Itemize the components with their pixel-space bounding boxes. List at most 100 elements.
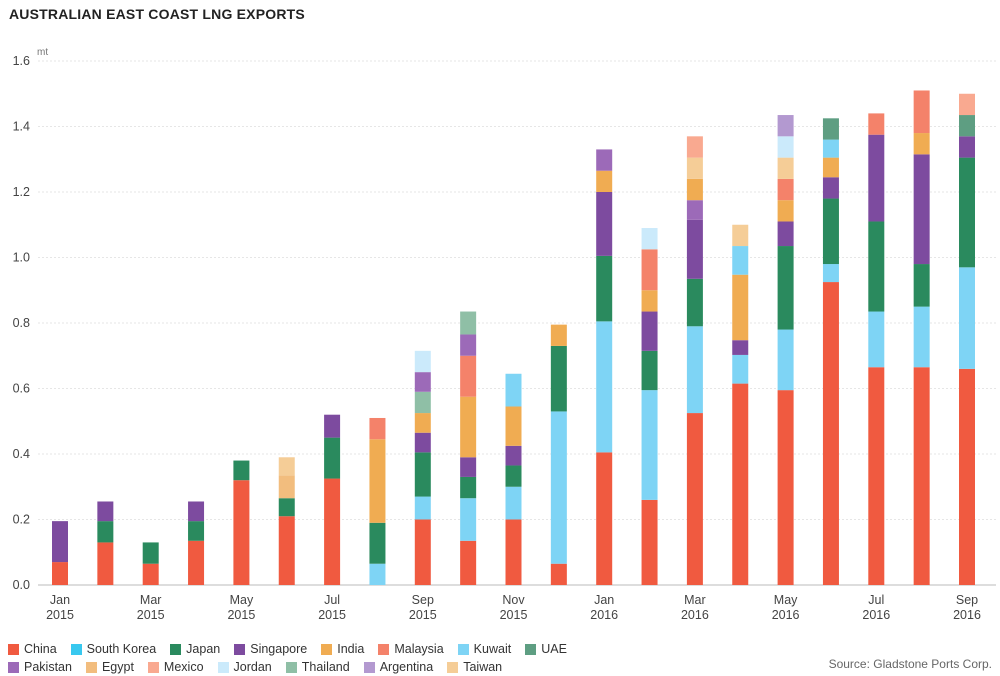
legend-swatch: [8, 643, 19, 655]
bar-segment-singapore: [641, 311, 658, 351]
bar-segment-singapore: [868, 134, 885, 222]
legend-item: Malaysia: [378, 642, 444, 656]
bar-segment-singapore: [913, 154, 930, 265]
x-tick-label: Jan: [594, 593, 614, 607]
bar-segment-japan: [959, 157, 975, 268]
x-tick-label: 2015: [409, 608, 437, 622]
legend-swatch: [70, 643, 82, 655]
bar-segment-uae: [822, 118, 839, 140]
legend-label: Taiwan: [463, 660, 503, 674]
legend-swatch: [85, 661, 97, 673]
legend-label: Thailand: [301, 660, 350, 674]
bar-segment-kuwait: [414, 496, 431, 520]
legend-swatch: [8, 661, 19, 673]
bar-segment-pakistan: [414, 372, 431, 392]
bar-segment-kuwait: [550, 411, 567, 564]
x-tick-label: 2015: [227, 608, 255, 622]
y-unit-label: mt: [37, 47, 48, 58]
bar-segment-singapore: [97, 501, 114, 522]
legend-label: Japan: [186, 642, 221, 656]
bar-segment-jordan: [414, 350, 431, 373]
x-tick-label: 2015: [137, 608, 165, 622]
bar-segment-kuwait: [868, 311, 885, 368]
bar-segment-malaysia: [369, 417, 386, 440]
x-tick-label: 2016: [953, 608, 981, 622]
legend-item: South Korea: [70, 642, 156, 656]
legend-item: Jordan: [217, 660, 272, 674]
bar-segment-kuwait: [460, 498, 477, 541]
bar-segment-japan: [686, 278, 703, 327]
bar-segment-india: [596, 170, 613, 192]
x-tick-label: Sep: [412, 593, 434, 607]
y-tick-label: 1.4: [13, 120, 30, 134]
bar-segment-japan: [233, 460, 250, 481]
bar-segment-japan: [596, 255, 613, 322]
x-tick-label: Mar: [140, 593, 162, 607]
bar-segment-china: [52, 562, 68, 585]
legend-item: Mexico: [147, 660, 204, 674]
bar-segment-singapore: [686, 219, 703, 279]
x-tick-label: Jul: [868, 593, 884, 607]
legend-row: Pakistan Egypt Mexico Jordan Thailand Argenti…: [8, 658, 728, 676]
x-tick-label: 2015: [318, 608, 346, 622]
bar-segment-japan: [188, 521, 205, 541]
bar-segment-singapore: [732, 340, 749, 355]
bar-segment-malaysia: [868, 113, 885, 135]
bar-segment-japan: [97, 521, 114, 543]
bar-segment-china: [414, 519, 431, 585]
bar-segment-japan: [777, 246, 794, 330]
bar-segment-india: [550, 324, 567, 346]
bar-segment-kuwait: [369, 563, 386, 585]
x-tick-label: 2016: [772, 608, 800, 622]
bar-segment-pakistan: [686, 200, 703, 220]
bar-segment-india: [732, 274, 749, 341]
bar-segment-kuwait: [596, 321, 613, 453]
legend-item: Egypt: [85, 660, 134, 674]
bar-segment-egypt: [278, 475, 295, 499]
x-tick-label: Nov: [502, 593, 525, 607]
bar-segment-india: [686, 178, 703, 201]
legend-swatch: [234, 643, 246, 655]
bar-segment-india: [369, 439, 386, 523]
legend-swatch: [147, 661, 159, 673]
bar-segment-india: [414, 413, 431, 433]
bar-segment-taiwan: [732, 224, 749, 247]
bar-segment-kuwait: [959, 267, 975, 369]
bar-segment-china: [550, 563, 567, 585]
bar-segment-kuwait: [913, 306, 930, 368]
legend-swatch: [321, 643, 333, 655]
bar-segment-singapore: [414, 432, 431, 453]
x-tick-label: May: [774, 593, 798, 607]
legend-label: Argentina: [379, 660, 434, 674]
bar-segment-china: [686, 413, 703, 585]
bar-segment-china: [188, 540, 205, 585]
legend-label: China: [24, 642, 57, 656]
y-tick-label: 1.0: [13, 251, 30, 265]
bar-segment-japan: [868, 221, 885, 312]
chart-title: AUSTRALIAN EAST COAST LNG EXPORTS: [9, 6, 305, 22]
legend-label: India: [337, 642, 365, 656]
bar-segment-taiwan: [278, 457, 295, 476]
legend-label: Egypt: [101, 660, 134, 674]
legend-item: Singapore: [234, 642, 307, 656]
x-tick-label: Jul: [324, 593, 340, 607]
bar-segment-singapore: [52, 521, 68, 563]
chart-area: 0.00.20.40.60.81.01.21.41.6mtJan2015Mar2…: [13, 47, 996, 622]
bar-segment-mexico: [686, 136, 703, 158]
legend-item: Thailand: [285, 660, 350, 674]
bar-segment-singapore: [188, 501, 205, 522]
bar-segment-kuwait: [732, 246, 749, 275]
legend-label: Malaysia: [394, 642, 444, 656]
y-tick-label: 0.4: [13, 447, 30, 461]
y-tick-label: 0.0: [13, 578, 30, 592]
bar-segment-china: [777, 390, 794, 585]
bar-segment-china: [822, 282, 839, 585]
x-tick-label: 2015: [46, 608, 74, 622]
legend-item: UAE: [525, 642, 567, 656]
legend-label: Kuwait: [473, 642, 512, 656]
bar-segment-japan: [641, 350, 658, 391]
bar-segment-pakistan: [460, 334, 477, 356]
bar-segment-japan: [369, 522, 386, 564]
bar-segment-malaysia: [460, 355, 477, 397]
y-tick-label: 1.2: [13, 185, 30, 199]
